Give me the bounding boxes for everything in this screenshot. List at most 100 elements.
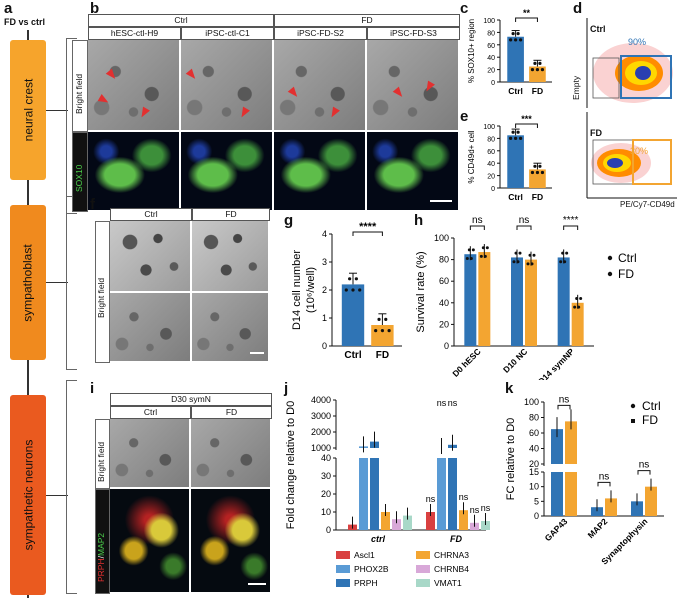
significance-label: ns xyxy=(470,505,480,515)
legend-label: CHRNA3 xyxy=(434,550,469,560)
data-point xyxy=(512,260,516,264)
flow-yaxis-label: Empty xyxy=(571,75,581,100)
tick-label: 0 xyxy=(444,341,449,351)
category-label: GAP43 xyxy=(543,516,570,543)
data-point xyxy=(514,136,518,140)
data-point xyxy=(518,251,522,255)
connector xyxy=(46,282,68,283)
y-axis-label: Fold change relative to D0 xyxy=(285,401,297,529)
group-label: FD xyxy=(450,534,462,544)
category-label: Ctrl xyxy=(508,86,523,96)
legend-swatch xyxy=(336,579,350,587)
data-point xyxy=(358,288,362,292)
tick-label: 0 xyxy=(491,186,495,193)
tick-label: 0 xyxy=(326,525,331,535)
data-point xyxy=(579,296,583,300)
panel-letter-k: k xyxy=(505,380,514,397)
micrograph-prph-map2 xyxy=(191,489,270,592)
tick-label: 60 xyxy=(439,276,449,286)
bracket-mid xyxy=(66,196,77,370)
data-point xyxy=(348,277,352,281)
data-point xyxy=(565,251,569,255)
stage-neural-crest: neural crest xyxy=(10,40,46,180)
bar xyxy=(507,135,524,188)
significance-bracket xyxy=(563,225,579,230)
tick-label: 60 xyxy=(487,43,495,50)
bar xyxy=(403,515,412,530)
panel-letter-j: j xyxy=(284,380,289,397)
data-point xyxy=(516,260,520,264)
bar xyxy=(478,252,491,346)
micrograph-sox10 xyxy=(88,132,179,210)
panel-letter-h: h xyxy=(414,212,424,229)
micrograph xyxy=(110,419,189,487)
bar xyxy=(571,302,584,346)
bracket-top xyxy=(66,38,77,214)
row-label-brightfield: Bright field xyxy=(96,277,106,318)
tick-label: 100 xyxy=(483,18,495,25)
col-ctrl-header: Ctrl xyxy=(110,208,192,221)
bar xyxy=(645,486,657,516)
tick-label: 4 xyxy=(322,229,327,239)
bar xyxy=(551,472,563,516)
y-axis-label: D14 cell number xyxy=(291,250,303,330)
category-label: FD xyxy=(376,350,389,361)
row-label-box xyxy=(72,132,88,212)
chart-fc-markers: 20406080100051015nsGAP43nsMAP2nsSynaptop… xyxy=(505,394,664,567)
data-point xyxy=(380,329,384,333)
bar xyxy=(481,521,490,530)
row-label-box xyxy=(95,221,110,363)
group-header: D30 symN xyxy=(110,393,272,406)
row-label-sox10: SOX10 xyxy=(74,164,84,192)
legend-label: FD xyxy=(618,267,634,281)
data-point xyxy=(377,317,381,321)
data-point xyxy=(511,32,515,36)
data-point xyxy=(514,38,518,42)
micrograph-brightfield xyxy=(181,40,272,130)
significance-label: ** xyxy=(523,8,531,18)
data-point xyxy=(351,288,355,292)
legend-label: PRPH xyxy=(354,578,378,588)
data-point xyxy=(467,248,471,252)
significance-label: ns xyxy=(448,398,458,408)
data-point xyxy=(538,61,542,65)
scale-bar xyxy=(248,583,266,585)
significance-label: ns xyxy=(426,494,436,504)
panel-letter-i: i xyxy=(90,380,95,397)
micrograph-sox10 xyxy=(367,132,458,210)
data-point xyxy=(374,329,378,333)
significance-bracket xyxy=(515,123,538,128)
data-point xyxy=(518,38,523,42)
category-label: Ctrl xyxy=(344,350,361,361)
category-label: FD xyxy=(532,86,543,96)
scale-bar xyxy=(250,352,264,354)
tick-label: 1 xyxy=(322,313,327,323)
significance-label: ns xyxy=(472,215,483,226)
data-point xyxy=(526,262,530,266)
tick-label: 20 xyxy=(487,68,495,75)
micrograph xyxy=(191,419,270,487)
significance-bracket xyxy=(637,470,651,475)
bar xyxy=(529,169,546,188)
tick-label: 0 xyxy=(491,80,495,87)
significance-label: **** xyxy=(563,215,579,226)
tick-label: 10 xyxy=(529,482,539,492)
bar xyxy=(551,429,563,464)
bar xyxy=(381,512,390,530)
legend-label: Ctrl xyxy=(642,399,661,413)
tick-label: 20 xyxy=(529,459,539,469)
significance-label: ns xyxy=(639,460,650,471)
row-label-brightfield: Bright field xyxy=(96,441,106,482)
bar xyxy=(507,36,524,82)
data-point xyxy=(538,164,542,168)
tick-label: 40 xyxy=(529,444,539,454)
data-point xyxy=(516,130,520,134)
micrograph-brightfield xyxy=(274,40,365,130)
data-point xyxy=(514,251,518,255)
legend-label: Ascl1 xyxy=(354,550,375,560)
tick-label: 4000 xyxy=(311,395,331,405)
scale-bar xyxy=(430,200,452,202)
bar xyxy=(557,257,570,346)
category-label: MAP2 xyxy=(586,516,610,540)
data-point xyxy=(481,246,485,250)
